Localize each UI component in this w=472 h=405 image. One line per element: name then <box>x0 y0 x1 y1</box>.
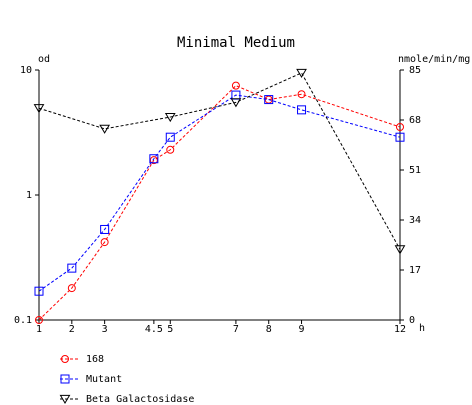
x-tick-label: 5 <box>167 324 173 335</box>
data-point <box>231 81 240 90</box>
y-left-tick-label: 1 <box>26 190 32 201</box>
y-right-axis-label: nmole/min/mg <box>398 54 470 65</box>
series-line <box>38 72 401 250</box>
series-line <box>38 85 401 321</box>
data-point <box>297 105 307 115</box>
data-point <box>33 104 45 114</box>
legend: 168 Mutant Beta Galactosidase <box>59 354 194 405</box>
x-tick-label: 12 <box>394 324 406 335</box>
data-point <box>230 98 242 108</box>
y-left-tick-label: 0.1 <box>14 315 32 326</box>
y-right-tick-label: 68 <box>409 115 421 126</box>
y-left-tick-label: 10 <box>20 65 32 76</box>
data-point <box>67 263 77 273</box>
data-point <box>165 132 175 142</box>
x-tick-label: 7 <box>233 324 239 335</box>
x-tick-label: 1 <box>36 324 42 335</box>
x-axis-unit-label: h <box>419 323 425 334</box>
y-right-tick-label: 0 <box>409 315 415 326</box>
data-point <box>166 145 175 154</box>
y-right-tick-label: 51 <box>409 165 421 176</box>
data-point <box>34 286 44 296</box>
y-right-tick-label: 34 <box>409 215 421 226</box>
data-point <box>100 238 109 247</box>
legend-label: 168 <box>86 354 104 365</box>
data-point <box>35 316 43 324</box>
y-left-axis-label: od <box>38 54 50 65</box>
y-right-tick-label: 17 <box>409 265 421 276</box>
data-point <box>67 284 76 293</box>
y-right-tick-label: 85 <box>409 65 421 76</box>
x-tick-label: 9 <box>299 324 305 335</box>
x-tick-label: 3 <box>102 324 108 335</box>
legend-marker <box>61 355 69 363</box>
x-tick-label: 2 <box>69 324 75 335</box>
x-tick-label: 8 <box>266 324 272 335</box>
data-point <box>164 112 176 123</box>
data-point <box>395 132 405 142</box>
data-point <box>100 224 110 234</box>
x-tick-label: 4.5 <box>145 324 163 335</box>
data-point <box>394 245 406 255</box>
legend-label: Beta Galactosidase <box>86 394 194 405</box>
data-point <box>296 68 307 78</box>
data-point <box>396 122 404 131</box>
data-point <box>264 95 274 105</box>
legend-marker <box>59 394 71 405</box>
legend-label: Mutant <box>86 374 122 385</box>
legend-marker <box>60 374 70 384</box>
series-layer <box>33 68 406 324</box>
data-point <box>149 154 159 164</box>
data-point <box>297 90 306 99</box>
chart-title: Minimal Medium <box>177 35 295 51</box>
data-point <box>99 124 111 134</box>
series-line <box>38 94 401 292</box>
